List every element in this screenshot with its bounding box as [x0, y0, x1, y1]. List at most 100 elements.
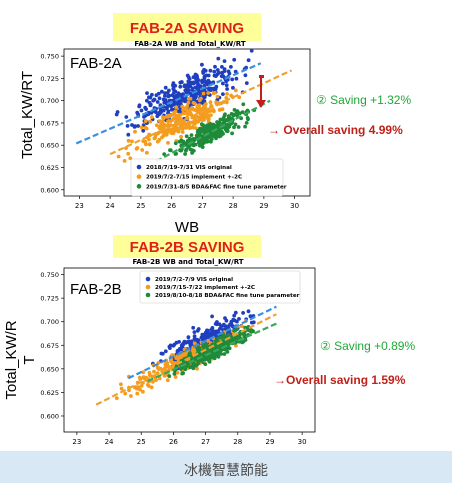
- fab2a-point-s0: [194, 73, 199, 78]
- fab2b-trendline-s2: [147, 322, 277, 383]
- fab2a-point-s0: [137, 103, 142, 108]
- fab2a-point-s0: [249, 48, 254, 53]
- fab2b-xtick-label: 23: [72, 438, 81, 446]
- fab2a-point-s1: [161, 116, 166, 121]
- fab2a-point-s0: [161, 108, 166, 113]
- fab2b-point-s0: [177, 347, 182, 351]
- fab2a-point-s1: [144, 142, 148, 147]
- fab2b-ytick-label: 0.675: [40, 342, 59, 350]
- fab2a-point-s1: [133, 129, 137, 134]
- fab2a-ylabel: Total_KW/RT: [19, 71, 36, 159]
- fab2a-point-s0: [145, 98, 149, 103]
- fab2b-point-s2: [179, 367, 183, 371]
- fab2b-point-s2: [180, 371, 185, 376]
- fab2a-point-s1: [159, 121, 163, 126]
- fab2a-point-s1: [191, 100, 196, 105]
- fab2a-point-s1: [126, 151, 131, 156]
- fab2b-point-s2: [218, 350, 222, 354]
- fab2a-legend-label-2: 2019/7/31-8/5 BDA&FAC fine tune paramete…: [146, 184, 287, 190]
- fab2a-point-s0: [192, 80, 197, 85]
- fab2a-point-s1: [134, 146, 139, 151]
- fab2b-point-s1: [136, 385, 141, 390]
- fab2a-point-s2: [197, 143, 202, 148]
- fab2a-point-s1: [215, 94, 220, 99]
- fab2a-point-s1: [180, 104, 185, 109]
- fab2b-point-s1: [149, 385, 154, 390]
- fab2a-point-s0: [221, 81, 225, 86]
- fab2b-point-s0: [226, 324, 231, 329]
- fab2b-point-s2: [232, 328, 237, 333]
- fab2b-legend-box: [139, 270, 301, 304]
- fab2a-point-s0: [179, 80, 184, 84]
- fab2a-point-s2: [245, 116, 250, 120]
- fab2a-point-s1: [141, 139, 146, 144]
- fab2a-point-s1: [195, 108, 200, 113]
- fab2a-point-s1: [171, 127, 176, 132]
- fab2a-ytick-label: 0.725: [40, 75, 59, 83]
- fab2a-point-s0: [227, 71, 232, 76]
- fab2a-point-s0: [195, 85, 199, 90]
- fab2a-point-s1: [211, 108, 216, 112]
- fab2a-point-s1: [147, 132, 152, 137]
- fab2a-point-s2: [177, 139, 182, 144]
- fab2b-point-s2: [212, 346, 217, 350]
- fab2b-point-s1: [206, 338, 211, 343]
- fab2a-point-s0: [165, 106, 169, 111]
- fab2b-point-s0: [231, 317, 236, 322]
- fab2a-point-s0: [133, 124, 138, 129]
- fab2a-point-s2: [241, 102, 246, 107]
- fab2a-xtick-label: 26: [167, 202, 176, 210]
- fab2a-saving-arrow-cap: [259, 75, 264, 78]
- fab2a-point-s0: [217, 70, 221, 75]
- fab2a-point-s1: [143, 119, 148, 123]
- fab2a-point-s0: [139, 108, 144, 113]
- fab2a-point-s1: [145, 150, 149, 155]
- fab2b-point-s1: [119, 386, 124, 391]
- fab2a-point-s0: [221, 92, 225, 96]
- fab2a-point-s0: [224, 83, 229, 88]
- fab2a-xtick-label: 24: [106, 202, 115, 210]
- fab2b-point-s0: [233, 310, 238, 315]
- fab2b-point-s2: [219, 335, 224, 340]
- fab2a-point-s1: [186, 97, 191, 101]
- fab2b-point-s1: [163, 362, 168, 366]
- fab2b-point-s0: [251, 320, 256, 325]
- fab2a-point-s1: [173, 113, 178, 118]
- fab2a-point-s1: [183, 111, 188, 116]
- fab2b-point-s0: [246, 309, 251, 314]
- fab2b-point-s1: [192, 341, 197, 346]
- fab2b-point-s1: [157, 376, 162, 381]
- fab2a-xtick-label: 28: [229, 202, 238, 210]
- fab2b-point-s0: [196, 338, 201, 343]
- fab2b-point-s0: [200, 332, 205, 337]
- fab2a-point-s0: [143, 105, 148, 110]
- fab2a-point-s0: [163, 91, 168, 96]
- fab2a-legend-label-1: 2019/7/2-7/15 implement +-2C: [146, 175, 242, 181]
- fab2a-point-s1: [208, 100, 213, 105]
- fab2b-legend-label-0: 2019/7/2-7/9 VIS original: [155, 277, 233, 283]
- fab2b-point-s0: [211, 333, 216, 337]
- fab2a-point-s1: [224, 96, 229, 100]
- fab2a-point-s0: [135, 110, 140, 115]
- fab2a-point-s1: [206, 91, 211, 95]
- fab2a-legend-label-0: 2018/7/19-7/31 VIS original: [146, 165, 232, 171]
- fab2b-inner-label: FAB-2B: [70, 281, 122, 298]
- fab2b-ytick-label: 0.700: [40, 318, 59, 326]
- fab2b-point-s1: [171, 361, 176, 366]
- fab2b-point-s1: [193, 348, 197, 353]
- fab2a-point-s1: [122, 159, 127, 163]
- fab2a-point-s0: [147, 100, 152, 105]
- fab2a-point-s0: [194, 94, 198, 99]
- fab2b-point-s1: [173, 375, 178, 379]
- fab2a-point-s2: [244, 121, 249, 125]
- fab2a-point-s2: [184, 134, 189, 139]
- fab2a-point-s0: [195, 80, 200, 85]
- fab2a-point-s1: [168, 113, 173, 118]
- fab2a-point-s0: [243, 73, 248, 78]
- fab2a-point-s0: [141, 128, 146, 133]
- fab2a-annotation-0: ② Saving +1.32%: [316, 93, 411, 107]
- fab2a-point-s0: [130, 123, 134, 127]
- fab2a-point-s2: [234, 110, 239, 115]
- fab2a-point-s2: [224, 129, 229, 134]
- fab2a-point-s1: [148, 119, 153, 124]
